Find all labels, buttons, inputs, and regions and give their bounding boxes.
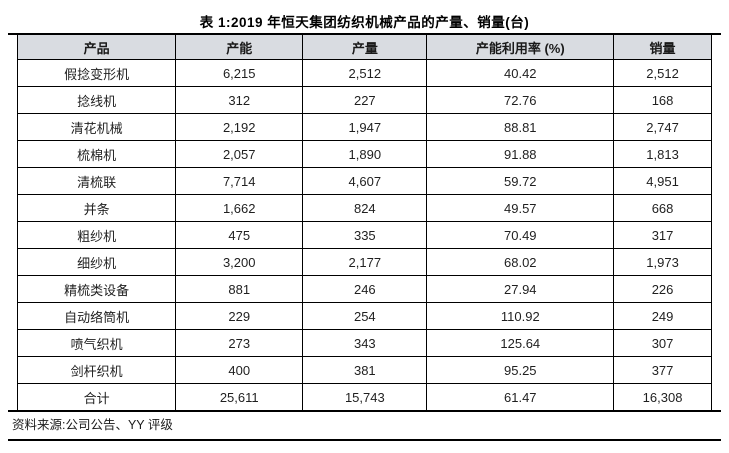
value-cell: 4,951: [613, 167, 712, 195]
value-cell: 1,973: [613, 248, 712, 276]
product-cell: 精梳类设备: [16, 275, 177, 303]
product-cell: 梳棉机: [16, 140, 177, 168]
production-sales-table: 产品 产能 产量 产能利用率 (%) 销量 假捻变形机 6,215 2,512 40.…: [16, 35, 712, 410]
value-cell: 1,890: [302, 140, 428, 168]
value-cell: 824: [302, 194, 428, 222]
value-cell: 16,308: [613, 383, 712, 410]
value-cell: 1,947: [302, 113, 428, 141]
value-cell: 273: [175, 329, 304, 357]
table-row: 清花机械 2,192 1,947 88.81 2,747: [16, 113, 712, 141]
value-cell: 227: [302, 86, 428, 114]
value-cell: 249: [613, 302, 712, 330]
data-source-note: 资料来源:公司公告、YY 评级: [12, 418, 173, 432]
value-cell: 307: [613, 329, 712, 357]
table-row: 捻线机 312 227 72.76 168: [16, 86, 712, 114]
product-cell: 清梳联: [16, 167, 177, 195]
value-cell: 312: [175, 86, 304, 114]
product-cell: 自动络筒机: [16, 302, 177, 330]
value-cell: 400: [175, 356, 304, 384]
table-row: 细纱机 3,200 2,177 68.02 1,973: [16, 248, 712, 276]
product-cell: 粗纱机: [16, 221, 177, 249]
value-cell: 1,662: [175, 194, 304, 222]
header-sales: 销量: [613, 35, 712, 60]
value-cell: 254: [302, 302, 428, 330]
value-cell: 70.49: [426, 221, 615, 249]
value-cell: 59.72: [426, 167, 615, 195]
value-cell: 381: [302, 356, 428, 384]
value-cell: 49.57: [426, 194, 615, 222]
value-cell: 7,714: [175, 167, 304, 195]
value-cell: 226: [613, 275, 712, 303]
table-row: 清梳联 7,714 4,607 59.72 4,951: [16, 167, 712, 195]
value-cell: 110.92: [426, 302, 615, 330]
product-cell: 假捻变形机: [16, 59, 177, 87]
header-product: 产品: [16, 35, 177, 60]
value-cell: 27.94: [426, 275, 615, 303]
value-cell: 343: [302, 329, 428, 357]
value-cell: 881: [175, 275, 304, 303]
value-cell: 3,200: [175, 248, 304, 276]
table-body: 假捻变形机 6,215 2,512 40.42 2,512 捻线机 312 227 72.76 1…: [16, 59, 712, 410]
product-cell: 剑杆织机: [16, 356, 177, 384]
value-cell: 168: [613, 86, 712, 114]
value-cell: 68.02: [426, 248, 615, 276]
value-cell: 2,512: [613, 59, 712, 87]
table-row: 粗纱机 475 335 70.49 317: [16, 221, 712, 249]
value-cell: 15,743: [302, 383, 428, 410]
value-cell: 246: [302, 275, 428, 303]
value-cell: 4,607: [302, 167, 428, 195]
table-row: 精梳类设备 881 246 27.94 226: [16, 275, 712, 303]
value-cell: 95.25: [426, 356, 615, 384]
product-cell: 并条: [16, 194, 177, 222]
table-row: 假捻变形机 6,215 2,512 40.42 2,512: [16, 59, 712, 87]
value-cell: 229: [175, 302, 304, 330]
value-cell: 25,611: [175, 383, 304, 410]
table-row: 梳棉机 2,057 1,890 91.88 1,813: [16, 140, 712, 168]
value-cell: 668: [613, 194, 712, 222]
product-cell: 合计: [16, 383, 177, 410]
value-cell: 475: [175, 221, 304, 249]
value-cell: 2,057: [175, 140, 304, 168]
value-cell: 2,192: [175, 113, 304, 141]
table-title: 表 1:2019 年恒天集团纺织机械产品的产量、销量(台): [199, 15, 530, 30]
value-cell: 1,813: [613, 140, 712, 168]
table-bottom-rule: [8, 410, 721, 412]
value-cell: 2,177: [302, 248, 428, 276]
value-cell: 2,512: [302, 59, 428, 87]
header-utilization: 产能利用率 (%): [426, 35, 615, 60]
value-cell: 40.42: [426, 59, 615, 87]
value-cell: 335: [302, 221, 428, 249]
value-cell: 125.64: [426, 329, 615, 357]
product-cell: 细纱机: [16, 248, 177, 276]
table-header: 产品 产能 产量 产能利用率 (%) 销量: [16, 35, 712, 60]
product-cell: 捻线机: [16, 86, 177, 114]
value-cell: 377: [613, 356, 712, 384]
table-row: 合计 25,611 15,743 61.47 16,308: [16, 383, 712, 410]
value-cell: 2,747: [613, 113, 712, 141]
value-cell: 91.88: [426, 140, 615, 168]
value-cell: 317: [613, 221, 712, 249]
table-row: 并条 1,662 824 49.57 668: [16, 194, 712, 222]
product-cell: 喷气织机: [16, 329, 177, 357]
table-row: 自动络筒机 229 254 110.92 249: [16, 302, 712, 330]
header-output: 产量: [302, 35, 428, 60]
header-capacity: 产能: [175, 35, 304, 60]
table-row: 剑杆织机 400 381 95.25 377: [16, 356, 712, 384]
product-cell: 清花机械: [16, 113, 177, 141]
header-row: 产品 产能 产量 产能利用率 (%) 销量: [16, 35, 712, 60]
value-cell: 61.47: [426, 383, 615, 410]
value-cell: 6,215: [175, 59, 304, 87]
table-block: 产品 产能 产量 产能利用率 (%) 销量 假捻变形机 6,215 2,512 40.…: [8, 33, 721, 441]
value-cell: 72.76: [426, 86, 615, 114]
table-row: 喷气织机 273 343 125.64 307: [16, 329, 712, 357]
value-cell: 88.81: [426, 113, 615, 141]
